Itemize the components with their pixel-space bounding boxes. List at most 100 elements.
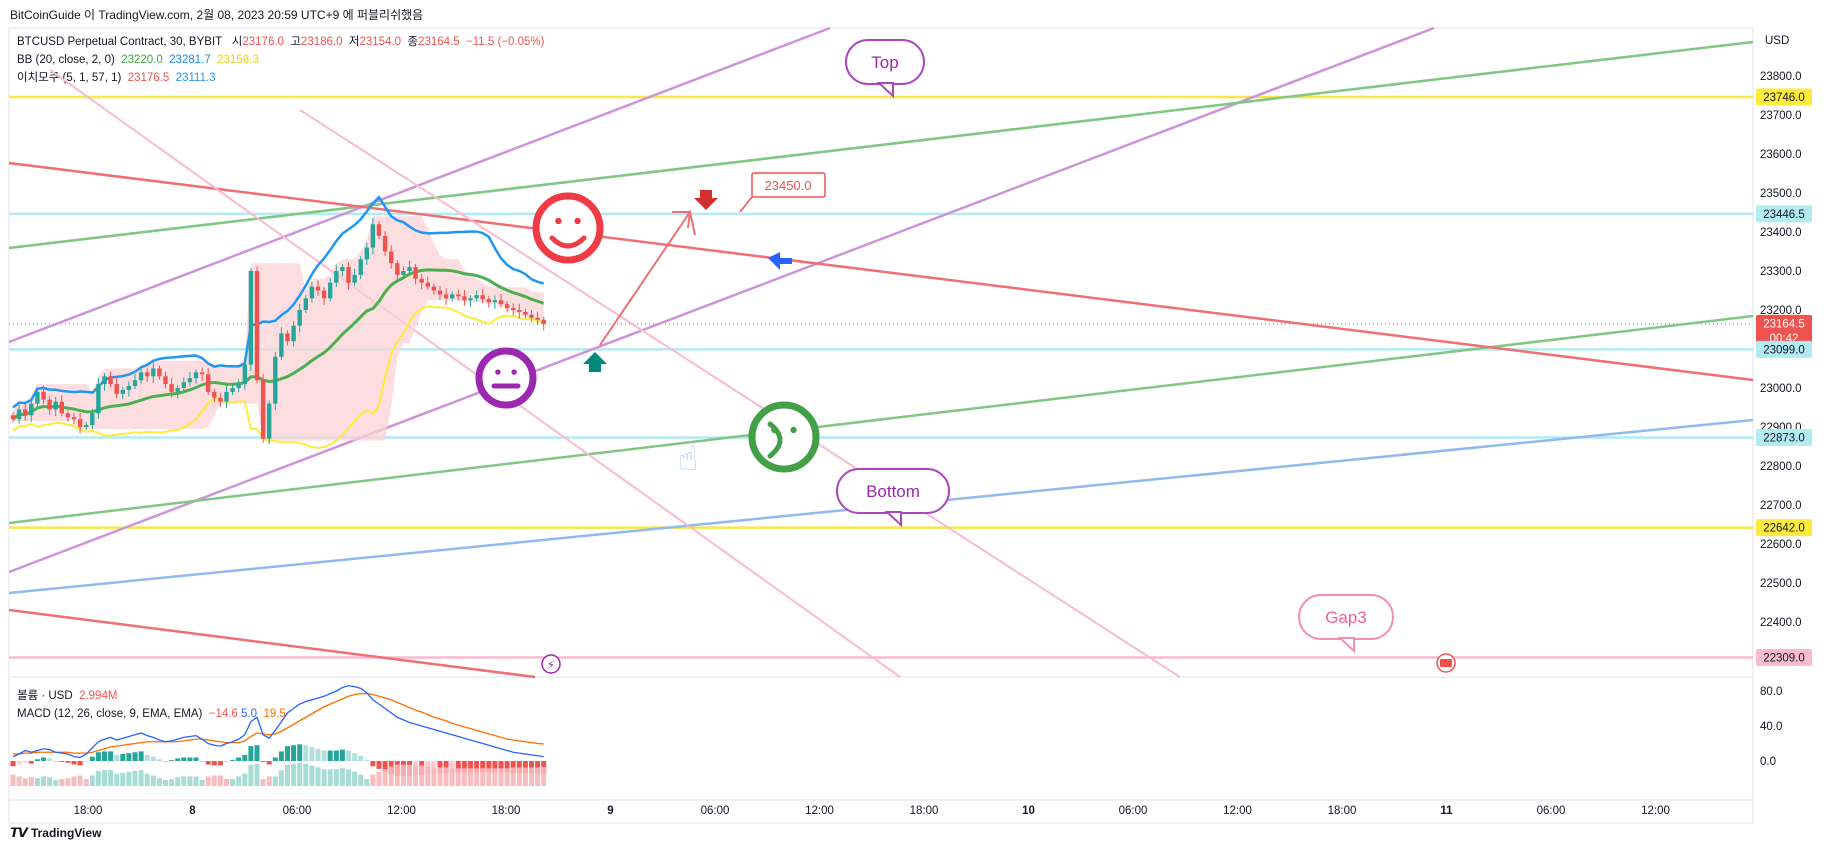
volume-bar (492, 768, 498, 786)
trendline-purple (8, 26, 1435, 574)
volume-bar (47, 777, 53, 786)
candle-body (450, 294, 455, 299)
event-marker-icon (541, 654, 561, 674)
macd-histogram-bar (108, 751, 114, 761)
macd-histogram-bar (205, 761, 211, 765)
macd-histogram-bar (120, 754, 126, 761)
volume-bar (339, 768, 345, 786)
symbol-legend[interactable]: BTCUSD Perpetual Contract, 30, BYBIT 시23… (17, 33, 544, 51)
volume-bar (443, 767, 449, 786)
volume-bar (224, 779, 229, 786)
price-label: 22873.0 (1763, 433, 1805, 445)
macd-signal-value: 19.5 (263, 708, 286, 720)
macd-histogram-bar (285, 746, 290, 761)
volume-bar (522, 767, 528, 786)
volume-bar (413, 765, 419, 786)
time-axis[interactable]: 18:00 8 06:00 12:00 18:00 9 06:00 12:00 18:00 10 0… (74, 805, 1670, 817)
volume-bar (193, 776, 199, 786)
volume-bar (419, 765, 425, 786)
macd-histogram-bar (339, 749, 345, 761)
chart-legend: BTCUSD Perpetual Contract, 30, BYBIT 시23… (17, 33, 544, 87)
time-tick: 10 (1022, 805, 1035, 817)
volume-bar (260, 779, 266, 786)
symbol-name: BTCUSD Perpetual Contract, 30, BYBIT (17, 36, 223, 48)
pointer-hand-icon: ☝ (678, 440, 699, 478)
candle-body (376, 224, 382, 236)
projection-arrow (599, 209, 696, 346)
macd-histogram-bar (22, 761, 28, 763)
candle-body (248, 271, 254, 365)
candle-body (498, 300, 504, 305)
ichimoku-legend[interactable]: 이치모쿠 (5, 1, 57, 1) 23176.5 23111.3 (17, 69, 544, 87)
macd-legend[interactable]: MACD (12, 26, close, 9, EMA, EMA) −14.6 … (17, 705, 286, 723)
volume-bar (297, 762, 303, 786)
tradingview-logo: 𝙏𝙑 TradingView (10, 825, 101, 841)
volume-bar (16, 776, 22, 786)
macd-histogram-bar (83, 761, 89, 762)
volume-bar (242, 773, 248, 786)
price-tick: 23600.0 (1760, 149, 1802, 161)
volume-bar (346, 769, 351, 786)
candle-body (47, 399, 52, 410)
volume-bar (144, 773, 150, 786)
candle-body (29, 403, 34, 416)
macd-histogram-bar (498, 761, 504, 773)
candle-body (260, 380, 266, 439)
candle-body (65, 413, 71, 418)
publish-header: BitCoinGuide 이 TradingView.com, 2월 08, 2… (10, 8, 424, 22)
candle-body (53, 401, 58, 410)
macd-histogram-bar (59, 761, 65, 762)
trendline-red (8, 161, 1754, 382)
candle-body (315, 286, 321, 291)
volume-bar (254, 763, 260, 786)
bottom-label-text: Bottom (866, 482, 920, 501)
low-value: 23154.0 (359, 36, 402, 48)
candle-body (224, 391, 229, 402)
candle-body (102, 376, 107, 385)
bb-legend[interactable]: BB (20, close, 2, 0) 23220.0 23281.7 231… (17, 51, 544, 69)
volume-bar (53, 780, 59, 786)
price-label-bg (1756, 314, 1812, 347)
low-label: 저 (348, 36, 360, 48)
volume-bar (126, 771, 132, 786)
volume-bar (358, 774, 364, 786)
price-tick: 22600.0 (1760, 539, 1802, 551)
macd-histogram-bar (474, 761, 480, 773)
macd-histogram-bar (187, 757, 193, 761)
volume-bar (278, 770, 284, 786)
candle-body (242, 364, 247, 385)
macd-histogram-bar (169, 760, 175, 762)
volume-bar (455, 768, 461, 786)
macd-histogram-bar (41, 757, 46, 761)
currency-label: USD (1765, 35, 1789, 47)
candle-body (486, 299, 491, 303)
macd-layer (10, 685, 547, 786)
candle-body (120, 389, 125, 394)
happy-face-eye (555, 217, 562, 225)
volume-bar (449, 768, 455, 786)
bottom-label-tail (884, 511, 902, 528)
volume-bar (303, 763, 309, 786)
volume-bar (321, 769, 327, 786)
bb-basis-value: 23220.0 (121, 54, 163, 66)
macd-histogram-bar (138, 751, 144, 761)
top-label-text: Top (871, 53, 898, 72)
volume-bar (22, 778, 28, 786)
candle-body (541, 319, 546, 324)
macd-histogram-bar (321, 750, 327, 761)
candle-body (511, 308, 516, 310)
volume-bar (230, 779, 236, 786)
volume-legend[interactable]: 볼륨 · USD 2.994M (17, 687, 286, 705)
footer-label: TradingView (30, 826, 102, 840)
macd-histogram-bar (309, 747, 315, 761)
volume-bar (272, 776, 278, 786)
macd-histogram-bar (266, 761, 272, 765)
price-label-bg (1756, 648, 1812, 666)
volume-bar (77, 775, 83, 786)
price-axis[interactable]: 22400.022500.022600.022700.022800.022900… (1756, 71, 1812, 768)
volume-bar (516, 767, 522, 786)
volume-bar (248, 764, 254, 786)
macd-histogram-bar (272, 757, 278, 761)
macd-histogram-bar (449, 761, 455, 773)
